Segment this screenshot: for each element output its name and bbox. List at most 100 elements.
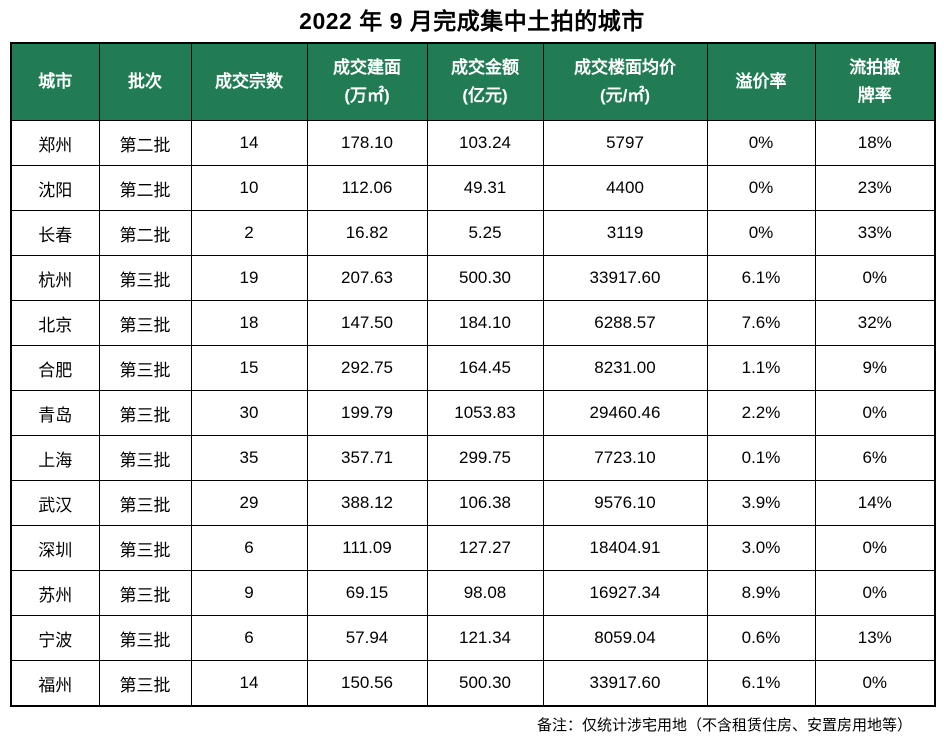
cell-deal-count: 2: [190, 210, 308, 256]
cell-built-area: 207.63: [306, 255, 428, 301]
cell-avg-floor-price: 29460.46: [542, 390, 708, 436]
cell-amount: 299.75: [426, 435, 544, 481]
cell-withdrawal-rate: 18%: [814, 120, 936, 166]
cell-premium-rate: 0.1%: [706, 435, 816, 481]
cell-built-area: 111.09: [306, 525, 428, 571]
cell-premium-rate: 0%: [706, 120, 816, 166]
table-row: 杭州 第三批 19 207.63 500.30 33917.60 6.1% 0%: [10, 255, 936, 301]
cell-amount: 1053.83: [426, 390, 544, 436]
cell-avg-floor-price: 8059.04: [542, 615, 708, 661]
col-header-withdrawal-rate: 流拍撤 牌率: [814, 42, 936, 121]
cell-amount: 106.38: [426, 480, 544, 526]
table-row: 长春 第二批 2 16.82 5.25 3119 0% 33%: [10, 210, 936, 256]
col-header-built-area-label: 成交建面: [333, 57, 401, 77]
cell-premium-rate: 7.6%: [706, 300, 816, 346]
cell-withdrawal-rate: 14%: [814, 480, 936, 526]
table-row: 武汉 第三批 29 388.12 106.38 9576.10 3.9% 14%: [10, 480, 936, 526]
cell-city: 杭州: [10, 255, 100, 301]
cell-built-area: 150.56: [306, 660, 428, 707]
cell-city: 福州: [10, 660, 100, 707]
cell-amount: 49.31: [426, 165, 544, 211]
cell-deal-count: 29: [190, 480, 308, 526]
col-header-deal-count: 成交宗数: [190, 42, 308, 121]
cell-withdrawal-rate: 23%: [814, 165, 936, 211]
cell-avg-floor-price: 9576.10: [542, 480, 708, 526]
cell-batch: 第三批: [98, 390, 192, 436]
cell-deal-count: 10: [190, 165, 308, 211]
cell-batch: 第三批: [98, 255, 192, 301]
cell-withdrawal-rate: 0%: [814, 255, 936, 301]
table-row: 福州 第三批 14 150.56 500.30 33917.60 6.1% 0%: [10, 660, 936, 707]
cell-amount: 121.34: [426, 615, 544, 661]
table-header: 城市 批次 成交宗数 成交建面 (万㎡) 成交金额 (亿元): [10, 42, 936, 121]
col-header-avg-floor-price: 成交楼面均价 (元/㎡): [542, 42, 708, 121]
cell-avg-floor-price: 7723.10: [542, 435, 708, 481]
cell-amount: 184.10: [426, 300, 544, 346]
cell-amount: 127.27: [426, 525, 544, 571]
cell-batch: 第二批: [98, 165, 192, 211]
cell-deal-count: 35: [190, 435, 308, 481]
col-header-premium-rate: 溢价率: [706, 42, 816, 121]
cell-amount: 103.24: [426, 120, 544, 166]
cell-premium-rate: 1.1%: [706, 345, 816, 391]
cell-batch: 第二批: [98, 120, 192, 166]
cell-city: 武汉: [10, 480, 100, 526]
table-row: 郑州 第二批 14 178.10 103.24 5797 0% 18%: [10, 120, 936, 166]
cell-built-area: 199.79: [306, 390, 428, 436]
col-header-withdrawal-rate-label-2: 牌率: [857, 86, 892, 105]
table-row: 青岛 第三批 30 199.79 1053.83 29460.46 2.2% 0…: [10, 390, 936, 436]
table-row: 深圳 第三批 6 111.09 127.27 18404.91 3.0% 0%: [10, 525, 936, 571]
cell-built-area: 69.15: [306, 570, 428, 616]
cell-city: 深圳: [10, 525, 100, 571]
cell-withdrawal-rate: 13%: [814, 615, 936, 661]
cell-batch: 第三批: [98, 300, 192, 346]
cell-premium-rate: 3.9%: [706, 480, 816, 526]
cell-city: 北京: [10, 300, 100, 346]
cell-batch: 第三批: [98, 525, 192, 571]
col-header-deal-count-label: 成交宗数: [215, 71, 283, 91]
cell-avg-floor-price: 4400: [542, 165, 708, 211]
cell-batch: 第二批: [98, 210, 192, 256]
cell-deal-count: 14: [190, 660, 308, 707]
cell-city: 沈阳: [10, 165, 100, 211]
col-header-batch-label: 批次: [128, 71, 162, 91]
cell-deal-count: 6: [190, 615, 308, 661]
col-header-avg-floor-price-label: 成交楼面均价: [574, 57, 676, 77]
cell-withdrawal-rate: 0%: [814, 660, 936, 707]
cell-built-area: 357.71: [306, 435, 428, 481]
table-row: 合肥 第三批 15 292.75 164.45 8231.00 1.1% 9%: [10, 345, 936, 391]
cell-avg-floor-price: 8231.00: [542, 345, 708, 391]
cell-deal-count: 9: [190, 570, 308, 616]
cell-batch: 第三批: [98, 480, 192, 526]
table-body: 郑州 第二批 14 178.10 103.24 5797 0% 18% 沈阳 第…: [10, 120, 936, 707]
cell-premium-rate: 3.0%: [706, 525, 816, 571]
cell-withdrawal-rate: 32%: [814, 300, 936, 346]
cell-city: 合肥: [10, 345, 100, 391]
cell-deal-count: 15: [190, 345, 308, 391]
cell-withdrawal-rate: 9%: [814, 345, 936, 391]
cell-deal-count: 6: [190, 525, 308, 571]
cell-premium-rate: 0%: [706, 165, 816, 211]
col-header-withdrawal-rate-label: 流拍撤: [849, 57, 901, 77]
cell-amount: 98.08: [426, 570, 544, 616]
col-header-amount-label: 成交金额: [451, 57, 519, 77]
cell-batch: 第三批: [98, 345, 192, 391]
table-row: 沈阳 第二批 10 112.06 49.31 4400 0% 23%: [10, 165, 936, 211]
cell-deal-count: 30: [190, 390, 308, 436]
col-header-built-area-unit: (万㎡): [344, 86, 390, 105]
col-header-avg-floor-price-unit: (元/㎡): [599, 86, 651, 105]
cell-avg-floor-price: 5797: [542, 120, 708, 166]
col-header-amount-unit: (亿元): [462, 86, 508, 105]
cell-withdrawal-rate: 0%: [814, 525, 936, 571]
cell-avg-floor-price: 33917.60: [542, 660, 708, 707]
cell-amount: 500.30: [426, 660, 544, 707]
cell-city: 青岛: [10, 390, 100, 436]
cell-withdrawal-rate: 6%: [814, 435, 936, 481]
cell-built-area: 388.12: [306, 480, 428, 526]
cell-premium-rate: 6.1%: [706, 660, 816, 707]
cell-amount: 500.30: [426, 255, 544, 301]
cell-premium-rate: 0.6%: [706, 615, 816, 661]
page-title: 2022 年 9 月完成集中土拍的城市: [299, 8, 645, 34]
cell-withdrawal-rate: 0%: [814, 570, 936, 616]
